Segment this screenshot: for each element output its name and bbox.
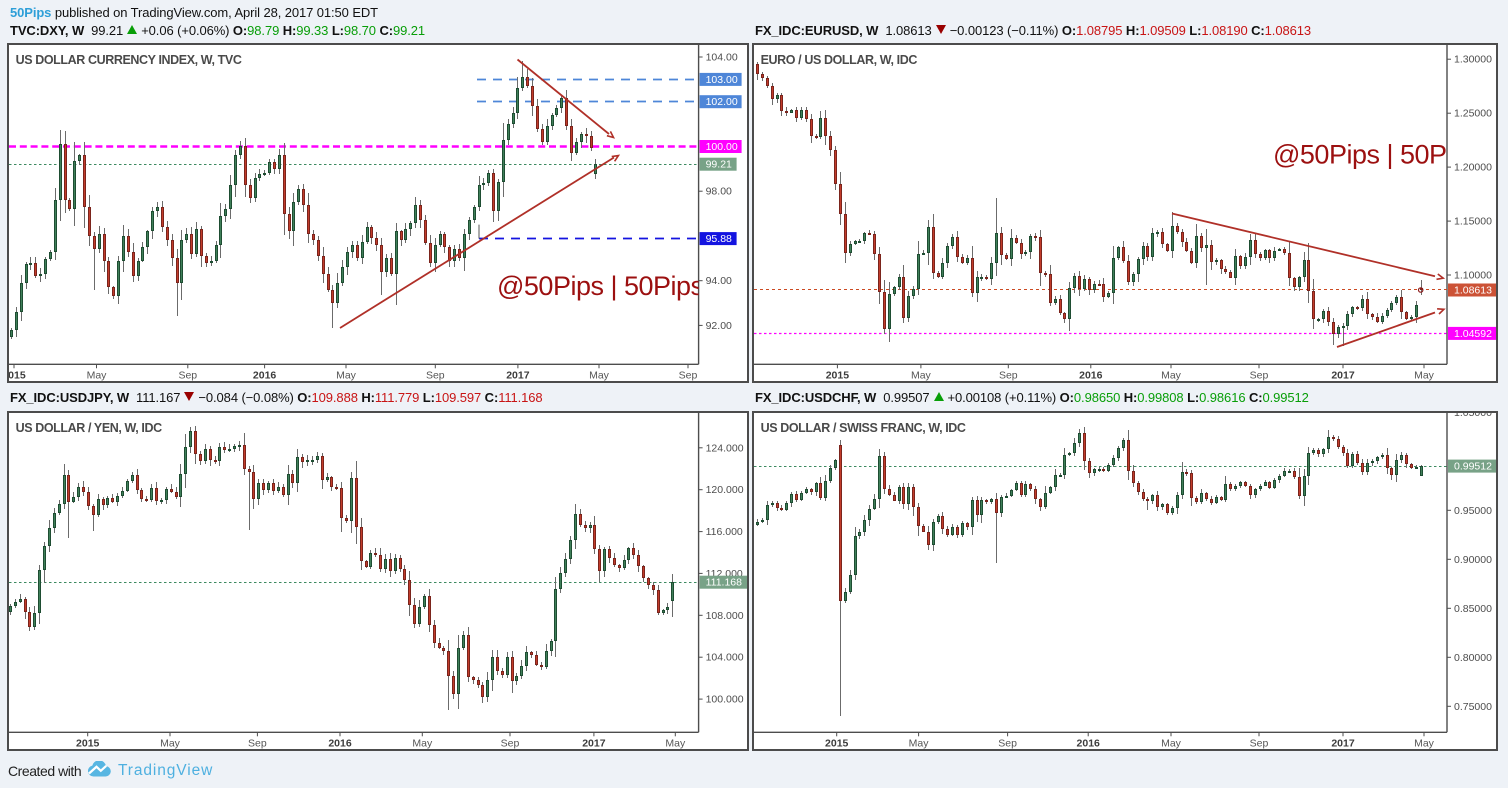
svg-text:1.20000: 1.20000 (1454, 162, 1492, 174)
svg-text:Sep: Sep (426, 369, 445, 381)
svg-text:1.05000: 1.05000 (1454, 413, 1492, 419)
svg-text:2015: 2015 (826, 369, 850, 381)
svg-text:May: May (87, 369, 108, 381)
svg-text:US DOLLAR CURRENCY INDEX, W, T: US DOLLAR CURRENCY INDEX, W, TVC (16, 53, 242, 67)
svg-text:May: May (665, 737, 686, 749)
svg-text:EURO / US DOLLAR, W, IDC: EURO / US DOLLAR, W, IDC (761, 53, 918, 67)
svg-text:1.15000: 1.15000 (1454, 216, 1492, 228)
svg-text:May: May (160, 737, 181, 749)
svg-text:2015: 2015 (76, 737, 100, 749)
svg-text:104.00: 104.00 (706, 52, 738, 64)
svg-text:Sep: Sep (999, 369, 1018, 381)
svg-text:May: May (589, 369, 610, 381)
svg-text:Sep: Sep (178, 369, 197, 381)
svg-text:0.80000: 0.80000 (1454, 652, 1492, 664)
svg-text:0.99512: 0.99512 (1454, 461, 1492, 473)
svg-text:0.95000: 0.95000 (1454, 505, 1492, 517)
svg-text:116.000: 116.000 (706, 526, 743, 538)
svg-text:2016: 2016 (328, 737, 352, 749)
svg-text:111.168: 111.168 (706, 577, 743, 589)
svg-text:2017: 2017 (1331, 369, 1355, 381)
svg-text:May: May (336, 369, 357, 381)
svg-text:120.000: 120.000 (706, 484, 744, 496)
svg-text:Sep: Sep (501, 737, 520, 749)
svg-text:0.75000: 0.75000 (1454, 701, 1492, 713)
svg-text:103.00: 103.00 (706, 74, 738, 86)
svg-text:Sep: Sep (998, 737, 1017, 749)
svg-text:100.00: 100.00 (706, 141, 738, 153)
svg-text:2016: 2016 (1079, 369, 1103, 381)
svg-text:108.000: 108.000 (706, 610, 744, 622)
svg-text:May: May (909, 737, 930, 749)
svg-text:May: May (412, 737, 433, 749)
svg-text:2017: 2017 (1331, 737, 1355, 749)
svg-text:98.00: 98.00 (706, 186, 732, 198)
svg-text:1.04592: 1.04592 (1454, 328, 1492, 340)
svg-text:94.00: 94.00 (706, 275, 732, 287)
svg-text:104.000: 104.000 (706, 652, 744, 664)
svg-text:US DOLLAR / SWISS FRANC, W, ID: US DOLLAR / SWISS FRANC, W, IDC (761, 421, 966, 435)
svg-text:92.00: 92.00 (706, 320, 732, 332)
svg-text:124.000: 124.000 (706, 442, 744, 454)
svg-text:Sep: Sep (679, 369, 698, 381)
svg-text:95.88: 95.88 (706, 233, 732, 245)
svg-text:2016: 2016 (1077, 737, 1101, 749)
svg-text:May: May (1161, 737, 1182, 749)
svg-text:2015: 2015 (9, 369, 26, 381)
svg-text:May: May (1161, 369, 1182, 381)
svg-text:99.21: 99.21 (706, 159, 732, 171)
svg-text:Sep: Sep (248, 737, 267, 749)
svg-text:May: May (1414, 737, 1435, 749)
svg-text:0.90000: 0.90000 (1454, 554, 1492, 566)
svg-text:Sep: Sep (1250, 369, 1269, 381)
svg-text:1.25000: 1.25000 (1454, 108, 1492, 120)
svg-text:1.10000: 1.10000 (1454, 270, 1492, 282)
svg-text:2017: 2017 (582, 737, 606, 749)
svg-text:2015: 2015 (825, 737, 849, 749)
svg-text:May: May (1414, 369, 1435, 381)
svg-text:1.08613: 1.08613 (1454, 285, 1492, 297)
svg-text:Sep: Sep (1250, 737, 1269, 749)
svg-text:2017: 2017 (506, 369, 530, 381)
svg-text:2016: 2016 (253, 369, 277, 381)
svg-text:102.00: 102.00 (706, 96, 738, 108)
svg-text:1.30000: 1.30000 (1454, 54, 1492, 66)
svg-text:0.85000: 0.85000 (1454, 603, 1492, 615)
svg-text:US DOLLAR / YEN, W, IDC: US DOLLAR / YEN, W, IDC (16, 421, 163, 435)
svg-text:100.000: 100.000 (706, 694, 744, 706)
svg-text:@50Pips | 50Pips: @50Pips | 50Pips (1273, 140, 1480, 170)
svg-text:@50Pips | 50Pips: @50Pips | 50Pips (497, 271, 704, 301)
svg-text:May: May (911, 369, 932, 381)
